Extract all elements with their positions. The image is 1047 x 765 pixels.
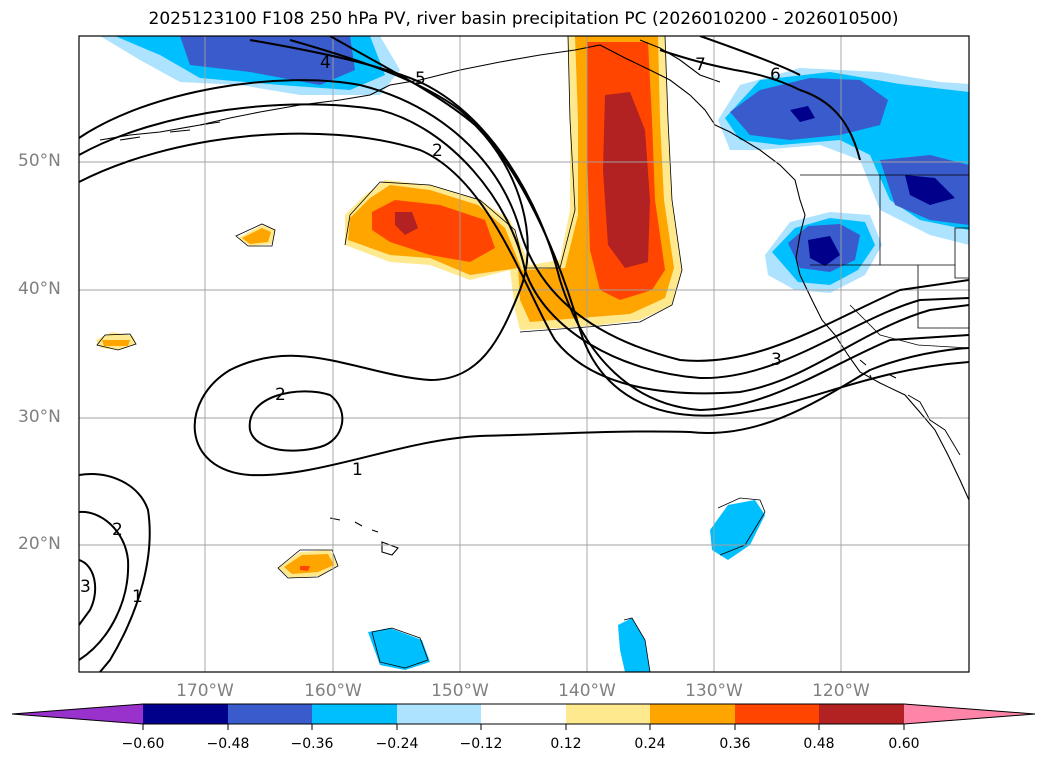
contour-label: 4: [320, 53, 331, 73]
colorbar-tick-label: −0.48: [206, 736, 250, 752]
colorbar-tick-label: 0.36: [719, 736, 751, 752]
gridlines: [79, 36, 969, 672]
colorbar-tick-label: 0.24: [634, 736, 666, 752]
contour-label: 1: [132, 587, 143, 607]
colorbar-swatch: [312, 704, 397, 724]
colorbar-swatch: [819, 704, 904, 724]
colorbar-swatch: [481, 704, 566, 724]
colorbar-tick-label: 0.48: [803, 736, 835, 752]
colorbar-tick-label: −0.12: [459, 736, 503, 752]
lon-label: 170°W: [176, 681, 234, 701]
pv-contours: [79, 36, 969, 672]
lon-label: 140°W: [558, 681, 616, 701]
colorbar-swatch: [735, 704, 819, 724]
contour-label: 2: [432, 141, 443, 161]
coastlines: [96, 36, 969, 672]
contour-label: 3: [80, 577, 91, 597]
colorbar-tick-label: 0.12: [550, 736, 582, 752]
colorbar-tick-label: −0.24: [375, 736, 419, 752]
lat-label: 30°N: [18, 407, 61, 427]
contour-label: 7: [695, 55, 706, 75]
lat-label: 20°N: [18, 534, 61, 554]
colorbar-swatch: [143, 704, 228, 724]
precipitation-fill: [96, 36, 969, 672]
contour-label: 2: [275, 385, 286, 405]
lon-label: 130°W: [685, 681, 743, 701]
colorbar-swatch: [566, 704, 650, 724]
map-title: 2025123100 F108 250 hPa PV, river basin …: [148, 9, 899, 29]
contour-label: 2: [112, 520, 123, 540]
colorbar-swatch-over: [904, 704, 1035, 724]
colorbar-swatch: [397, 704, 481, 724]
contour-label: 6: [770, 65, 781, 85]
colorbar-tick-label: −0.60: [121, 736, 165, 752]
lat-label: 40°N: [18, 279, 61, 299]
contour-label: 3: [771, 350, 782, 370]
lat-label: 50°N: [18, 151, 61, 171]
lon-label: 160°W: [304, 681, 362, 701]
lon-label: 120°W: [812, 681, 870, 701]
colorbar-tick-label: 0.60: [888, 736, 920, 752]
contour-label: 5: [415, 69, 426, 89]
contour-label: 1: [352, 460, 363, 480]
map-frame: [78, 35, 970, 673]
colorbar-swatch: [228, 704, 312, 724]
contour-labels: 4 5 7 6 2 3 2 1 2 3 1: [80, 53, 782, 607]
colorbar: [11, 703, 1036, 730]
colorbar-tick-label: −0.36: [290, 736, 334, 752]
lon-label: 150°W: [431, 681, 489, 701]
colorbar-swatch-under: [12, 704, 143, 724]
colorbar-swatch: [650, 704, 735, 724]
